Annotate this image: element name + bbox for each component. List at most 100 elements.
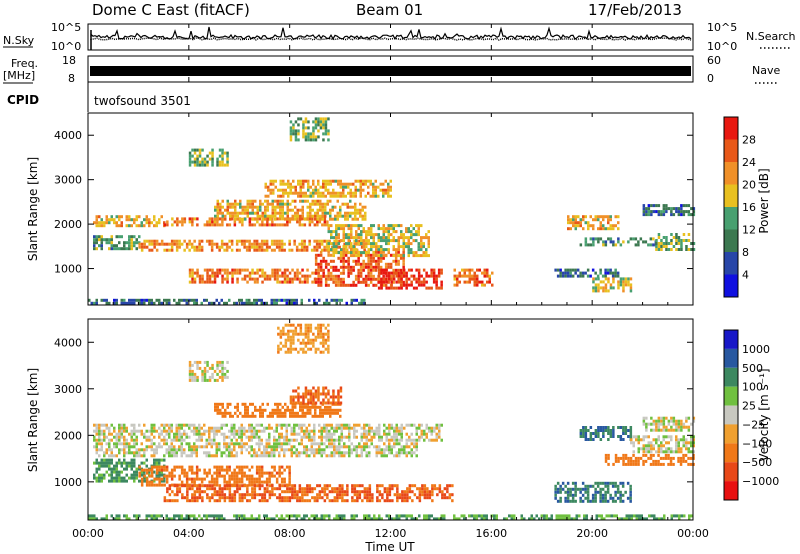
power-cell — [240, 301, 243, 305]
velocity-cell — [508, 514, 511, 518]
power-cell — [319, 217, 322, 221]
power-cell — [387, 233, 390, 237]
velocity-cell — [171, 490, 174, 494]
power-cell — [166, 223, 169, 227]
power-cell — [155, 224, 158, 228]
velocity-cell — [390, 448, 393, 452]
power-cell — [397, 224, 400, 228]
power-cell — [208, 217, 212, 221]
power-cell — [153, 224, 156, 228]
velocity-cell — [255, 480, 259, 484]
velocity-cell — [451, 493, 454, 497]
velocity-cell — [430, 438, 433, 442]
velocity-cell — [629, 496, 632, 500]
velocity-cell — [268, 435, 271, 439]
power-cell — [300, 239, 304, 243]
velocity-cell — [611, 484, 615, 488]
power-cell — [387, 280, 390, 284]
velocity-cell — [193, 426, 196, 430]
power-cell — [602, 227, 605, 231]
velocity-cell — [285, 432, 288, 436]
velocity-cell — [296, 490, 299, 494]
velocity-cell — [253, 426, 256, 430]
power-cell — [342, 251, 345, 255]
power-cell — [216, 217, 219, 221]
power-cell — [473, 277, 476, 281]
velocity-cell — [208, 438, 211, 442]
velocity-cell — [165, 423, 168, 427]
power-cell — [291, 214, 294, 218]
velocity-cell — [213, 442, 216, 446]
velocity-cell — [248, 499, 252, 503]
power-cell — [278, 298, 281, 302]
velocity-cell — [113, 426, 116, 430]
cpid-label: CPID — [7, 93, 39, 107]
power-cell — [690, 213, 693, 217]
velocity-cell — [298, 426, 301, 430]
power-cell — [327, 245, 330, 249]
power-cell — [359, 265, 363, 269]
velocity-cell — [255, 442, 258, 446]
power-cell — [647, 210, 651, 214]
power-cell — [170, 239, 174, 243]
velocity-cell — [383, 448, 386, 452]
power-cell — [163, 248, 166, 252]
velocity-cell — [273, 445, 276, 449]
velocity-cell — [425, 514, 428, 518]
velocity-cell — [160, 470, 163, 474]
velocity-cell — [143, 461, 146, 465]
power-cell — [321, 211, 324, 215]
velocity-cell — [281, 490, 284, 494]
velocity-cell — [446, 484, 449, 488]
power-cell — [675, 233, 678, 236]
power-cell — [336, 217, 339, 221]
power-cell — [191, 223, 194, 227]
velocity-cell — [291, 405, 294, 409]
velocity-cell — [280, 426, 283, 430]
velocity-cell — [198, 496, 202, 500]
velocity-cell — [365, 438, 368, 442]
velocity-cell — [300, 438, 303, 442]
velocity-cell — [128, 461, 131, 465]
velocity-cell — [308, 517, 311, 521]
power-cell — [387, 188, 390, 192]
power-cell — [342, 239, 345, 243]
power-cell — [288, 239, 291, 243]
velocity-cell — [393, 432, 396, 436]
velocity-cell — [258, 484, 262, 488]
power-cell — [463, 280, 466, 284]
velocity-cell — [258, 442, 261, 446]
power-cell — [148, 298, 151, 302]
power-cell — [463, 268, 466, 272]
power-cell — [355, 230, 358, 234]
power-cell — [219, 211, 222, 215]
power-cell — [130, 235, 133, 239]
power-cell — [226, 154, 229, 158]
velocity-cell — [263, 448, 266, 452]
velocity-cell — [358, 454, 361, 458]
power-cell — [282, 194, 285, 198]
power-cell — [287, 182, 290, 186]
power-cell — [349, 268, 353, 272]
velocity-cell — [248, 477, 251, 481]
velocity-cell — [145, 464, 148, 468]
power-cell — [354, 202, 357, 206]
power-cell — [272, 179, 275, 183]
power-cell — [359, 194, 362, 198]
velocity-cell — [293, 445, 296, 449]
power-cell — [258, 217, 262, 221]
velocity-cell — [93, 473, 96, 477]
velocity-cell — [366, 499, 369, 503]
velocity-cell — [410, 451, 413, 455]
velocity-cell — [363, 442, 366, 446]
power-cell — [170, 245, 174, 249]
velocity-cell — [285, 442, 288, 446]
velocity-cell — [275, 471, 279, 475]
velocity-cell — [318, 490, 322, 494]
power-cell — [183, 217, 187, 221]
power-cell — [594, 283, 598, 287]
power-cell — [361, 217, 364, 221]
velocity-cell — [569, 493, 572, 497]
velocity-cell — [130, 438, 133, 442]
power-cell — [345, 224, 348, 228]
